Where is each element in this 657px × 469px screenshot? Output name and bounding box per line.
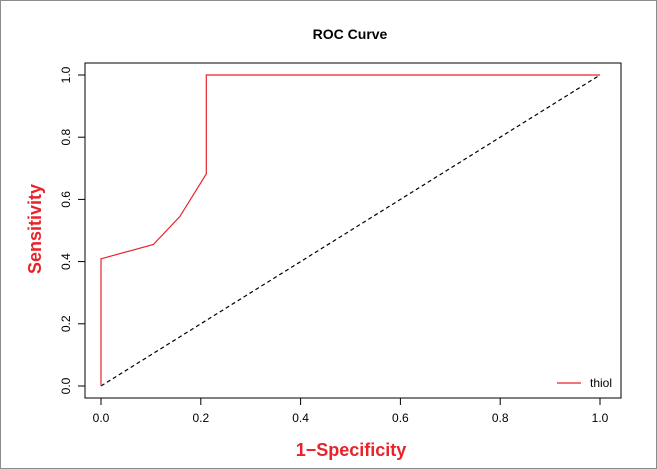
y-axis-label: Sensitivity bbox=[25, 184, 45, 274]
y-tick-label: 0.4 bbox=[59, 253, 73, 270]
x-axis: 0.0 0.2 0.4 0.6 0.8 1.0 bbox=[93, 398, 609, 425]
x-tick-label: 0.8 bbox=[492, 411, 509, 425]
legend-label-thiol: thiol bbox=[590, 376, 612, 390]
y-tick-label: 0.8 bbox=[59, 129, 73, 146]
plot-box bbox=[84, 62, 622, 399]
x-axis-label: 1−Specificity bbox=[296, 440, 407, 460]
y-tick-label: 0.6 bbox=[59, 191, 73, 208]
x-tick-label: 0.6 bbox=[392, 411, 409, 425]
y-tick-label: 1.0 bbox=[59, 66, 73, 83]
x-tick-label: 1.0 bbox=[592, 411, 609, 425]
x-tick-label: 0.2 bbox=[192, 411, 209, 425]
roc-series-line bbox=[100, 74, 600, 386]
y-tick-label: 0.0 bbox=[59, 377, 73, 394]
x-tick-label: 0.4 bbox=[292, 411, 309, 425]
y-axis: 0.0 0.2 0.4 0.6 0.8 1.0 bbox=[59, 66, 85, 394]
chart-title: ROC Curve bbox=[313, 26, 388, 42]
y-tick-label: 0.2 bbox=[59, 315, 73, 332]
diagonal-reference-line bbox=[100, 74, 601, 387]
x-tick-label: 0.0 bbox=[93, 411, 110, 425]
